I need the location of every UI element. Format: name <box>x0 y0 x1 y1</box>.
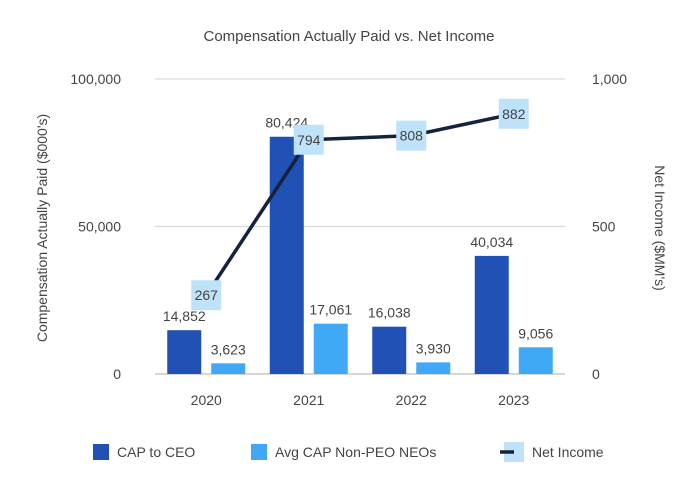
bar-cap-to-ceo <box>167 330 202 374</box>
right-tick-label: 500 <box>592 219 616 235</box>
legend-label: Avg CAP Non-PEO NEOs <box>275 444 436 460</box>
x-tick-label: 2023 <box>498 392 529 408</box>
right-tick-label: 0 <box>592 366 600 382</box>
net-income-value-label: 882 <box>502 106 526 122</box>
net-income-line-path <box>204 112 515 297</box>
net-income-value-label: 267 <box>195 287 219 303</box>
chart-title: Compensation Actually Paid vs. Net Incom… <box>204 28 495 45</box>
net-income-line: 267 794 808 882 <box>191 98 529 311</box>
bar-value-label: 9,056 <box>518 325 553 341</box>
legend-swatch <box>93 444 109 460</box>
right-axis-label: Net Income ($MM's) <box>652 165 668 291</box>
bar-series: 14,85280,42416,03840,0343,62317,0613,930… <box>163 115 553 374</box>
net-income-marker <box>396 120 427 151</box>
net-income-value-label: 794 <box>297 132 321 148</box>
bar-value-label: 17,061 <box>309 302 352 318</box>
net-income-marker <box>498 98 529 129</box>
net-income-value-label: 808 <box>400 128 424 144</box>
right-tick-label: 1,000 <box>592 71 627 87</box>
legend-label: CAP to CEO <box>117 444 195 460</box>
left-axis-ticks: 0 50,000 100,000 <box>70 71 121 382</box>
right-axis-ticks: 0 500 1,000 <box>592 71 627 382</box>
x-tick-label: 2020 <box>191 392 222 408</box>
x-axis-ticks: 2020 2021 2022 2023 <box>191 392 530 408</box>
bar-avg-cap-non-peo-neos <box>416 362 451 374</box>
bar-avg-cap-non-peo-neos <box>211 363 246 374</box>
bar-avg-cap-non-peo-neos <box>518 347 553 374</box>
left-tick-label: 0 <box>113 366 121 382</box>
left-tick-label: 100,000 <box>70 71 121 87</box>
x-tick-label: 2021 <box>293 392 324 408</box>
bar-value-label: 3,930 <box>416 340 451 356</box>
x-tick-label: 2022 <box>396 392 427 408</box>
net-income-marker <box>191 280 222 311</box>
left-axis-label: Compensation Actually Paid ($000's) <box>34 114 50 342</box>
bar-value-label: 3,623 <box>211 341 246 357</box>
net-income-marker <box>293 124 324 155</box>
legend-label: Net Income <box>532 444 604 460</box>
bar-avg-cap-non-peo-neos <box>313 323 348 374</box>
bar-value-label: 14,852 <box>163 308 206 324</box>
legend-swatch <box>251 444 267 460</box>
left-tick-label: 50,000 <box>78 219 121 235</box>
bar-cap-to-ceo <box>372 326 407 374</box>
bar-value-label: 16,038 <box>368 305 411 321</box>
bar-cap-to-ceo <box>474 255 509 374</box>
legend: CAP to CEO Avg CAP Non-PEO NEOs Net Income <box>93 442 604 462</box>
bar-value-label: 40,034 <box>470 234 513 250</box>
